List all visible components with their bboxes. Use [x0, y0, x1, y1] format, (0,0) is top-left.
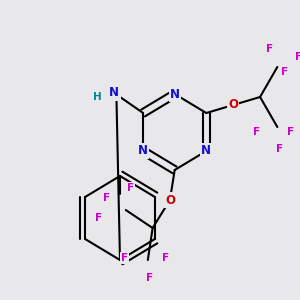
Text: F: F — [287, 127, 294, 137]
Text: N: N — [109, 86, 119, 100]
Text: F: F — [281, 67, 289, 77]
Text: F: F — [127, 183, 134, 193]
Text: N: N — [138, 145, 148, 158]
Text: F: F — [103, 193, 110, 203]
Text: F: F — [266, 44, 273, 54]
Text: F: F — [276, 144, 283, 154]
Text: F: F — [146, 273, 153, 283]
Text: F: F — [95, 213, 102, 223]
Text: F: F — [121, 253, 128, 263]
Text: F: F — [253, 127, 260, 137]
Text: N: N — [170, 88, 180, 100]
Text: O: O — [165, 194, 175, 206]
Text: N: N — [201, 145, 211, 158]
Text: F: F — [161, 253, 169, 263]
Text: O: O — [228, 98, 238, 112]
Text: F: F — [295, 52, 300, 62]
Text: H: H — [93, 92, 101, 102]
